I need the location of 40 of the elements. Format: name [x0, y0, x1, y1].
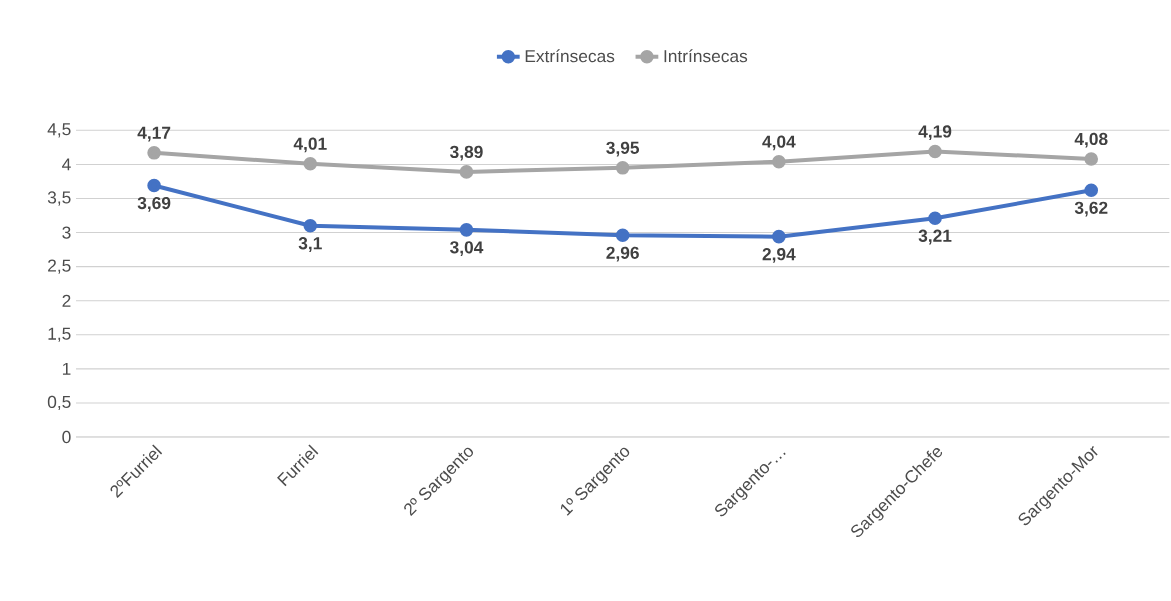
data-label: 3,89 [450, 145, 483, 161]
point [303, 156, 318, 171]
legend-label: Extrínsecas [525, 49, 615, 63]
data-label: 4,01 [293, 137, 327, 153]
y-tick-label: 0 [62, 430, 71, 444]
data-label: 3,1 [298, 237, 322, 252]
data-label: 4,17 [137, 126, 171, 142]
y-tick-label: 2,5 [48, 259, 71, 274]
point [147, 146, 161, 160]
data-label: 3,69 [137, 196, 171, 212]
data-label: 4,19 [918, 125, 952, 141]
point [615, 228, 630, 243]
point [1084, 183, 1099, 198]
y-tick-label: 4 [62, 158, 71, 171]
point [615, 161, 630, 175]
y-tick-label: 1,5 [48, 327, 71, 342]
y-tick-label: 4,5 [47, 123, 71, 138]
y-tick-label: 3,5 [47, 191, 71, 206]
data-label: 4,08 [1074, 132, 1108, 148]
data-label: 4,04 [762, 135, 796, 151]
data-label: 3,62 [1074, 201, 1108, 217]
y-tick-label: 2 [62, 294, 71, 307]
y-tick-label: 0,5 [47, 395, 71, 411]
data-label: 3,21 [918, 229, 952, 245]
data-label: 2,94 [762, 248, 796, 263]
point [459, 165, 474, 179]
point [459, 223, 474, 237]
point [303, 218, 318, 233]
point [772, 229, 786, 244]
point [147, 178, 161, 193]
y-tick-label: 1 [62, 362, 71, 375]
legend-label: Intrínsecas [664, 49, 748, 63]
point [1084, 152, 1099, 166]
point [772, 154, 786, 169]
data-label: 2,96 [606, 246, 639, 262]
point [928, 144, 942, 159]
data-label: 3,95 [606, 141, 640, 157]
point [928, 211, 942, 226]
data-label: 3,04 [450, 241, 484, 256]
y-tick-label: 3 [62, 226, 71, 239]
